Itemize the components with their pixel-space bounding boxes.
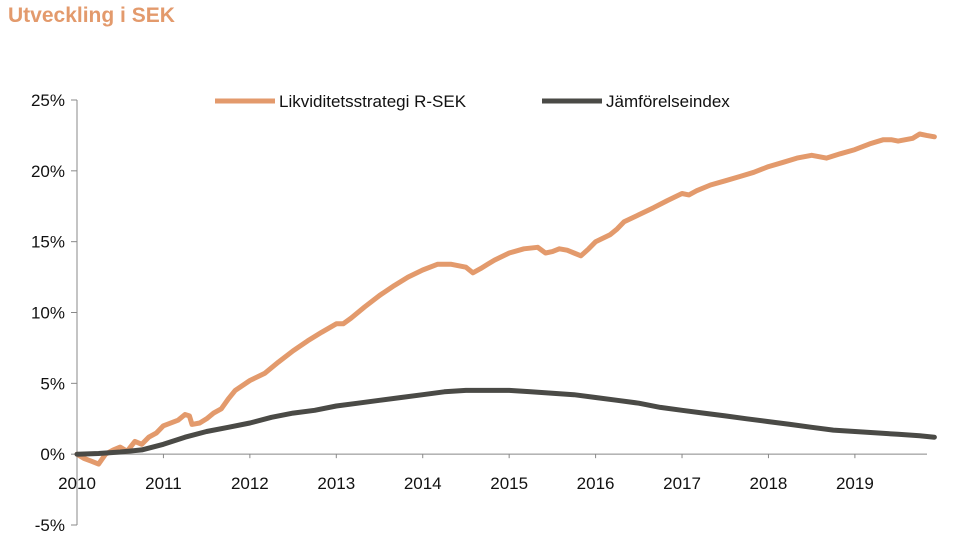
series-layer xyxy=(74,131,937,467)
y-tick-label: 5% xyxy=(40,374,65,393)
axes: -5% 0% 5% 10% 15% 20% 25% 2010 2011 2012 2013 2014 2… xyxy=(31,91,927,535)
x-tick-label: 2010 xyxy=(58,474,96,493)
y-tick-label: 20% xyxy=(31,162,65,181)
x-tick-label: 2012 xyxy=(231,474,269,493)
series-line-likviditetsstrategi xyxy=(74,131,937,467)
y-tick-label: -5% xyxy=(35,516,65,535)
x-tick-label: 2019 xyxy=(836,474,874,493)
x-tick-label: 2016 xyxy=(577,474,615,493)
legend-label: Jämförelseindex xyxy=(606,92,730,111)
legend-label: Likviditetsstrategi R-SEK xyxy=(279,92,467,111)
x-tick-label: 2014 xyxy=(404,474,442,493)
chart-title: Utveckling i SEK xyxy=(8,4,175,27)
y-tick-label: 10% xyxy=(31,304,65,323)
x-tick-label: 2013 xyxy=(317,474,355,493)
series-line-jamforelseindex xyxy=(74,387,937,457)
legend: Likviditetsstrategi R-SEK Jämförelseindex xyxy=(215,92,730,111)
x-tick-label: 2011 xyxy=(145,474,182,493)
y-tick-label: 25% xyxy=(31,91,65,110)
x-tick-label: 2017 xyxy=(663,474,701,493)
x-tick-label: 2015 xyxy=(490,474,528,493)
y-tick-label: 0% xyxy=(40,445,65,464)
x-tick-label: 2018 xyxy=(750,474,788,493)
y-tick-label: 15% xyxy=(31,233,65,252)
